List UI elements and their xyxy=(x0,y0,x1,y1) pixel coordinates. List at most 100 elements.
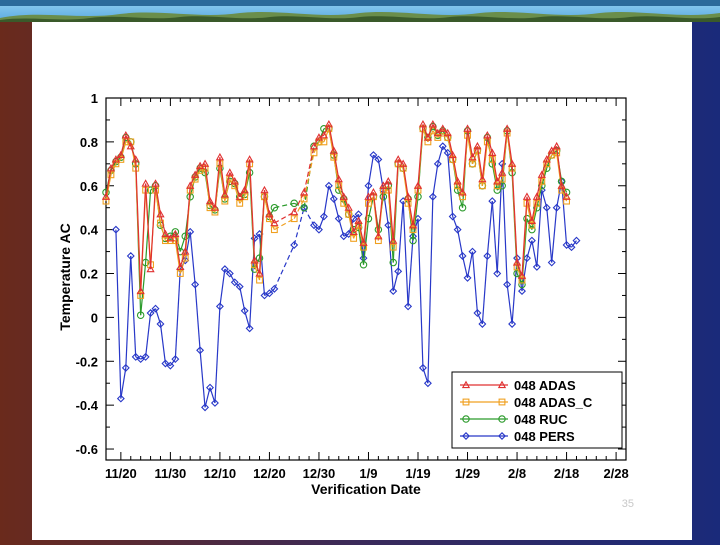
series-segment xyxy=(150,308,156,314)
data-point xyxy=(157,219,164,227)
data-point xyxy=(418,119,428,128)
series-segment xyxy=(105,174,112,202)
data-point xyxy=(156,209,165,218)
data-point xyxy=(468,247,477,256)
data-point xyxy=(335,182,343,190)
data-point xyxy=(364,214,373,223)
data-point xyxy=(538,177,546,185)
series-segment xyxy=(447,152,454,217)
data-point xyxy=(176,270,184,277)
series-segment xyxy=(461,128,469,193)
data-point xyxy=(558,186,566,194)
series-segment xyxy=(219,163,226,202)
series-segment xyxy=(521,196,528,276)
legend-marker xyxy=(498,432,506,440)
data-point xyxy=(111,155,121,163)
data-point xyxy=(518,280,526,289)
data-point xyxy=(260,185,269,194)
series-segment xyxy=(120,135,127,156)
data-point xyxy=(389,243,397,251)
series-segment xyxy=(402,201,409,307)
series-048-pers xyxy=(111,142,581,412)
data-point xyxy=(236,199,244,207)
data-point xyxy=(299,188,309,196)
series-segment xyxy=(466,251,474,279)
series-segment xyxy=(323,128,330,143)
data-point xyxy=(131,155,140,163)
data-point xyxy=(201,403,210,412)
data-point xyxy=(433,128,442,137)
data-point xyxy=(438,124,447,132)
data-point xyxy=(161,359,170,368)
data-point xyxy=(503,280,512,289)
data-point xyxy=(498,175,506,183)
series-segment xyxy=(501,128,508,173)
series-segment xyxy=(373,154,379,160)
data-point xyxy=(314,225,323,234)
data-point xyxy=(225,168,234,176)
data-point xyxy=(468,152,477,161)
data-point xyxy=(562,192,571,200)
data-point xyxy=(423,379,432,388)
series-segment xyxy=(174,269,181,360)
series-segment xyxy=(511,258,518,325)
data-point xyxy=(379,181,388,189)
series-segment xyxy=(229,273,236,283)
series-segment xyxy=(219,157,226,195)
data-point xyxy=(527,216,537,224)
data-point xyxy=(448,150,457,159)
data-point xyxy=(345,210,353,218)
series-048-adas xyxy=(101,119,571,295)
data-point xyxy=(518,276,526,284)
series-segment xyxy=(357,220,365,243)
series-segment xyxy=(526,196,533,221)
data-point xyxy=(290,215,298,223)
data-point xyxy=(131,352,140,361)
series-segment xyxy=(179,236,186,252)
series-segment xyxy=(105,168,112,197)
series-segment xyxy=(531,203,538,226)
series-segment xyxy=(125,255,132,368)
data-point xyxy=(542,203,551,212)
series-segment xyxy=(353,213,359,220)
data-point xyxy=(186,227,195,236)
series-segment xyxy=(481,255,488,325)
data-point xyxy=(394,155,403,163)
data-point xyxy=(537,170,546,178)
data-point xyxy=(518,287,526,296)
slide-number: 35 xyxy=(621,498,634,510)
data-point xyxy=(255,269,264,277)
data-point xyxy=(270,226,278,234)
series-segment xyxy=(244,163,251,197)
series-segment xyxy=(481,141,488,186)
series-segment xyxy=(293,202,305,209)
data-point xyxy=(250,256,259,264)
data-point xyxy=(319,130,329,139)
data-point xyxy=(270,203,279,212)
legend-label: 048 RUC xyxy=(514,412,568,427)
series-segment xyxy=(333,150,340,180)
series-segment xyxy=(333,198,340,219)
data-point xyxy=(290,241,299,249)
legend-marker xyxy=(462,398,470,406)
series-segment xyxy=(214,157,221,208)
data-point xyxy=(126,141,135,150)
data-point xyxy=(459,193,467,201)
series-segment xyxy=(476,312,483,325)
series-segment xyxy=(273,244,295,290)
data-point xyxy=(220,190,229,198)
data-point xyxy=(528,225,536,234)
data-point xyxy=(522,254,531,263)
y-tick-label: 1 xyxy=(91,91,98,106)
data-point xyxy=(156,319,165,328)
series-segment xyxy=(362,218,370,265)
series-segment xyxy=(536,174,543,197)
data-point xyxy=(488,156,496,163)
legend-label: 048 PERS xyxy=(514,429,575,444)
data-point xyxy=(483,130,492,139)
y-tick-label: 0.4 xyxy=(80,223,99,238)
data-point xyxy=(572,236,581,245)
data-point xyxy=(369,188,378,196)
data-point xyxy=(310,149,318,157)
data-point xyxy=(453,225,462,234)
